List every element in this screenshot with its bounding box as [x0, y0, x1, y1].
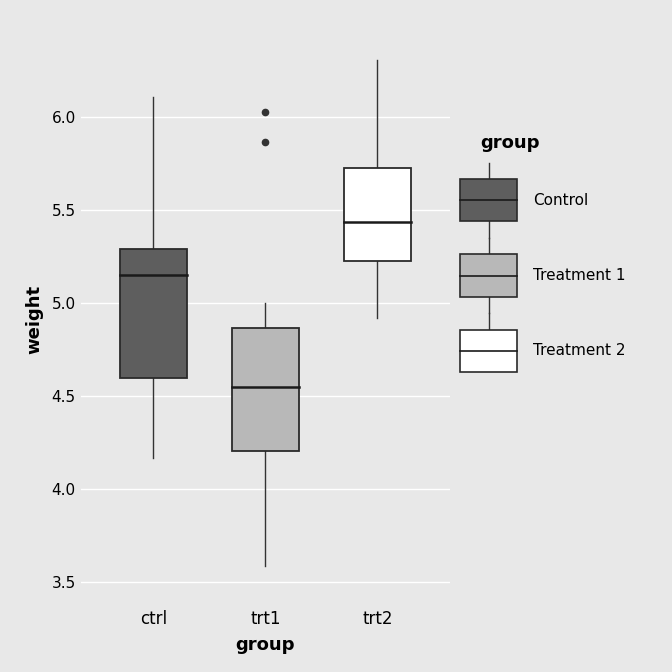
Text: Treatment 1: Treatment 1: [533, 268, 626, 283]
Text: Control: Control: [533, 193, 588, 208]
Bar: [344, 167, 411, 261]
X-axis label: group: group: [236, 636, 295, 654]
Bar: [232, 327, 299, 451]
Y-axis label: weight: weight: [25, 285, 43, 353]
Text: Treatment 2: Treatment 2: [533, 343, 626, 358]
Bar: [120, 249, 187, 378]
Text: group: group: [480, 134, 540, 153]
